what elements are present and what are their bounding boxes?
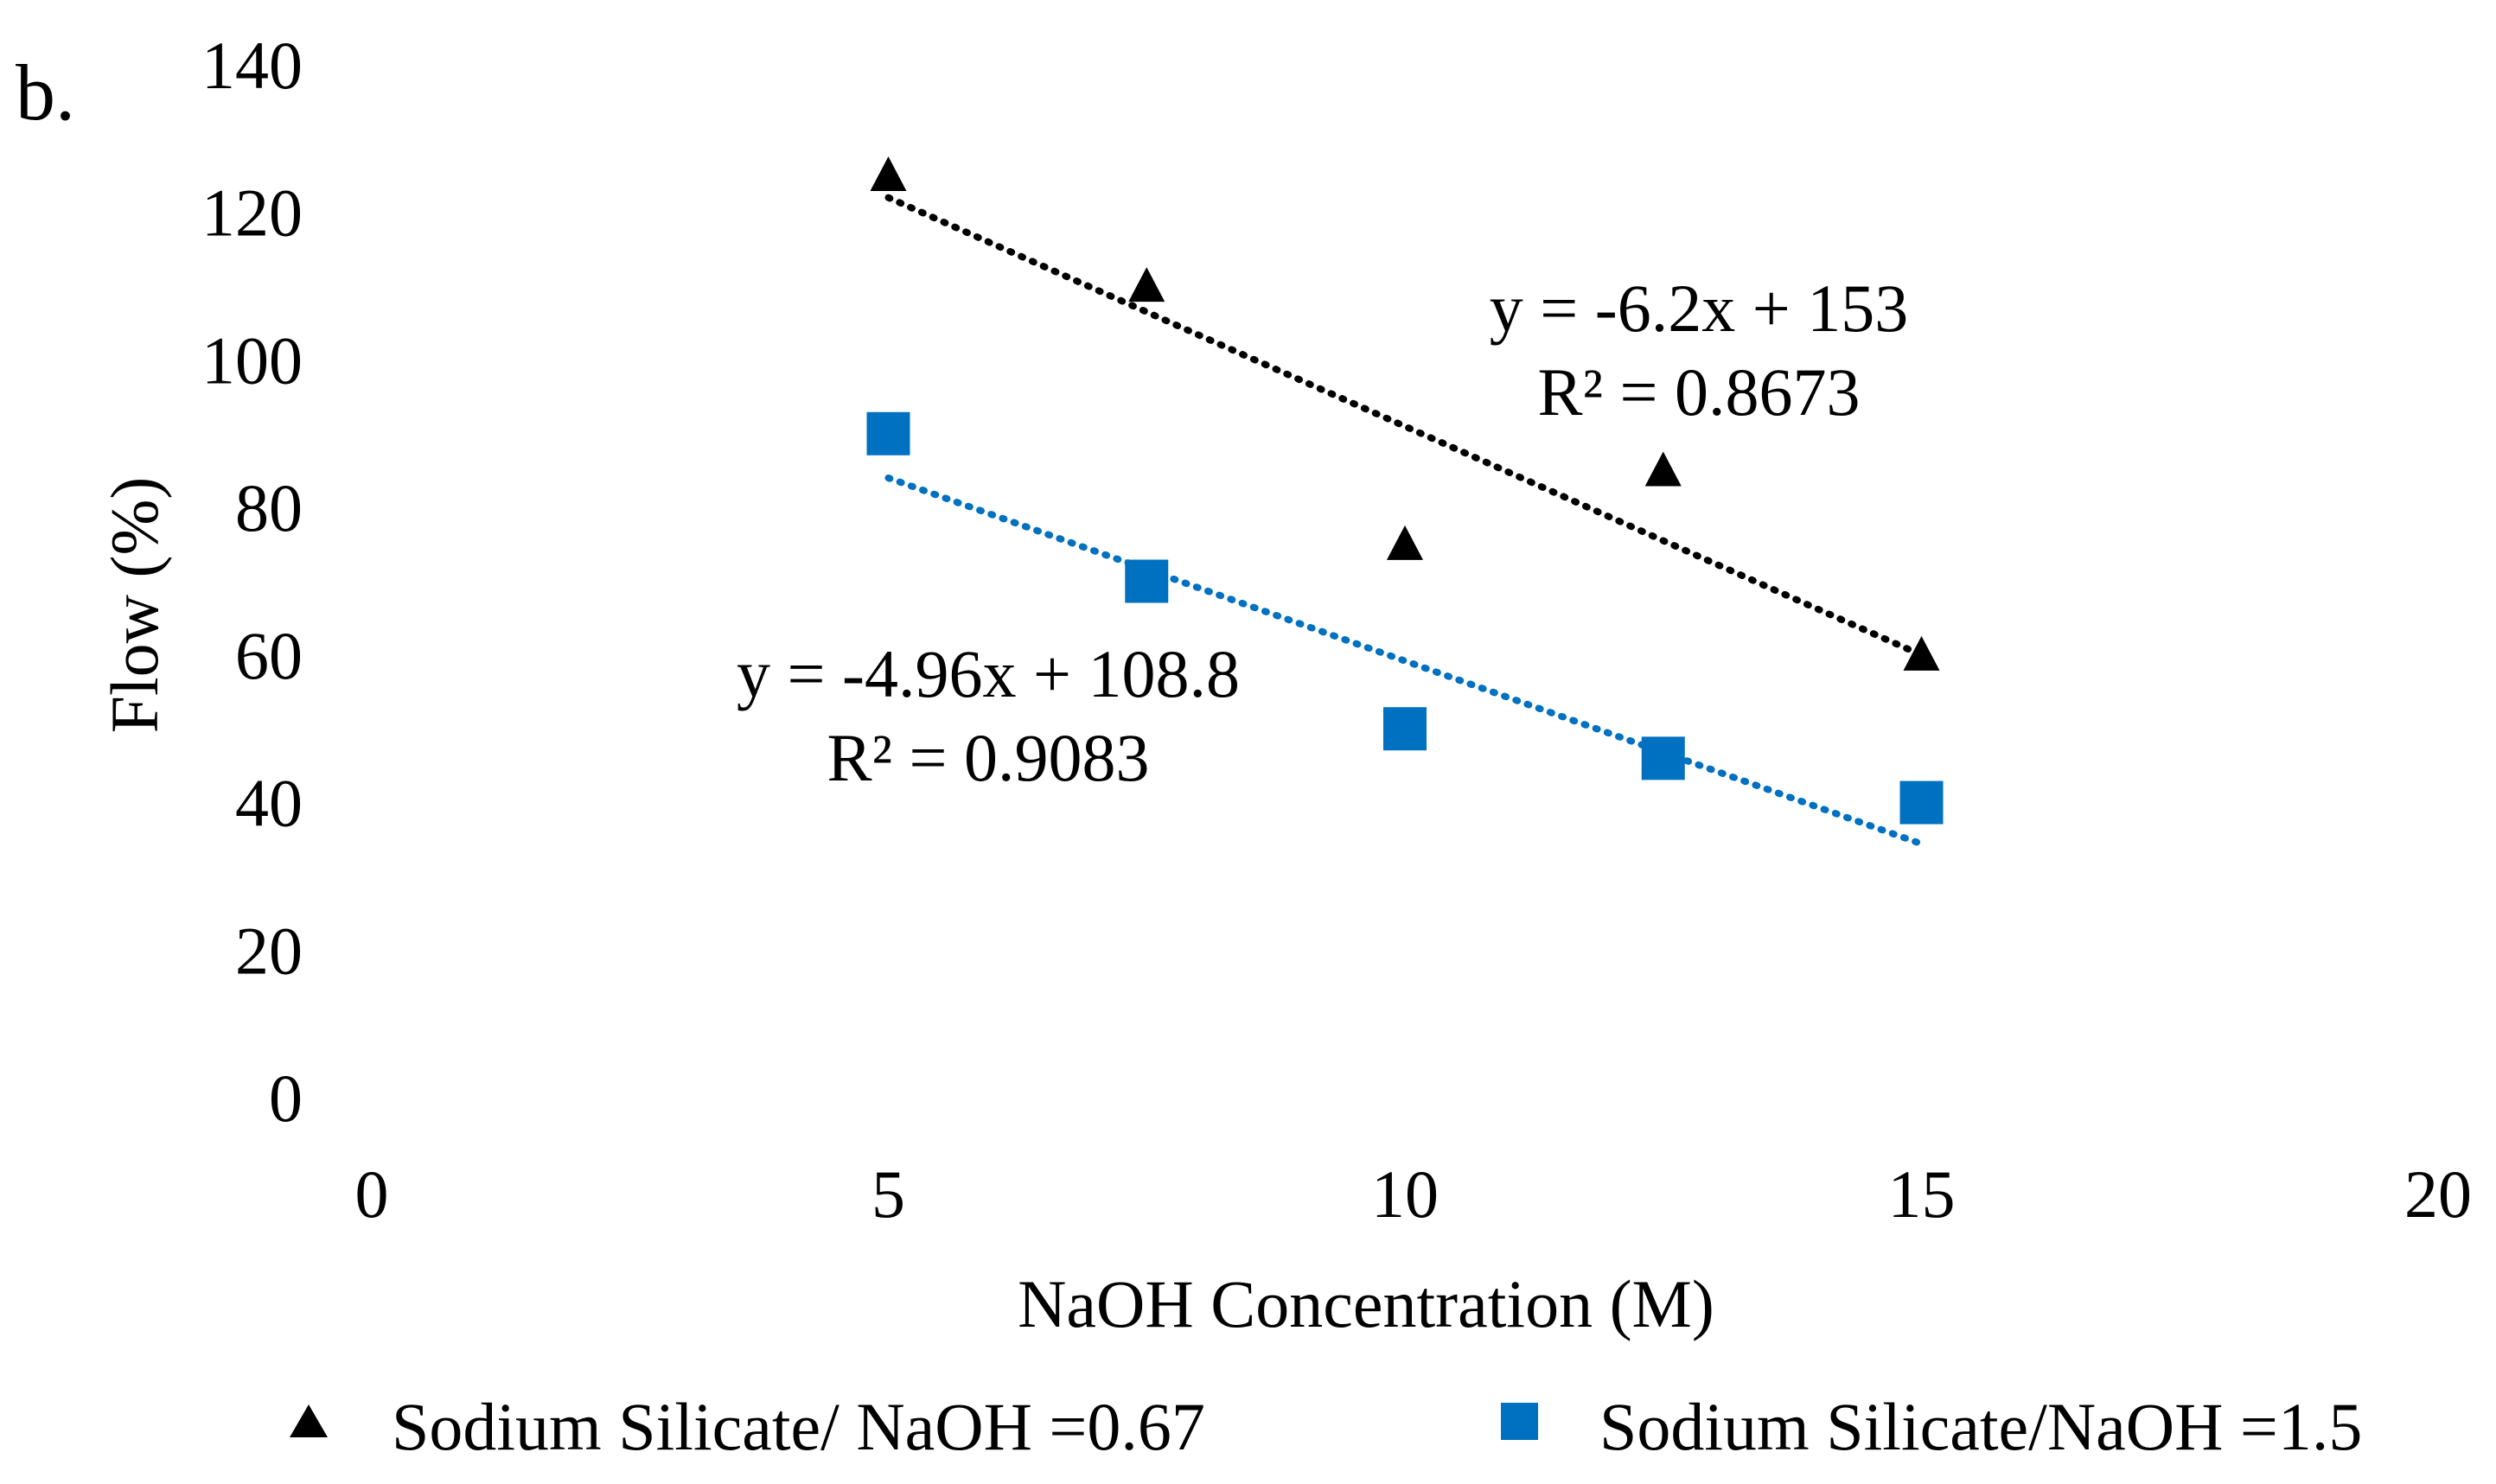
- x-axis-ticks: 0 5 10 15 20: [355, 1156, 2473, 1232]
- x-tick-label: 0: [355, 1156, 389, 1232]
- triangle-point: [870, 156, 907, 192]
- trendlines: [884, 194, 1925, 848]
- y-axis-label: Flow (%): [97, 477, 172, 734]
- y-tick-label: 140: [201, 28, 303, 103]
- x-tick-label: 5: [871, 1156, 905, 1232]
- square-point: [1899, 780, 1944, 825]
- y-tick-label: 80: [235, 470, 303, 545]
- series1-r2: R² = 0.8673: [1538, 354, 1861, 430]
- data-points: [866, 156, 1944, 825]
- x-axis-label: NaOH Concentration (M): [1018, 1266, 1714, 1341]
- triangle-point: [1387, 525, 1423, 560]
- legend-label-series1: Sodium Silicate/ NaOH =0.67: [392, 1389, 1205, 1464]
- y-tick-label: 40: [235, 766, 303, 841]
- x-tick-label: 10: [1371, 1156, 1439, 1232]
- series2-r2: R² = 0.9083: [827, 720, 1150, 795]
- x-tick-label: 15: [1888, 1156, 1956, 1232]
- y-tick-label: 0: [269, 1060, 303, 1136]
- trendline-series1: [884, 194, 1925, 659]
- y-tick-label: 100: [201, 322, 303, 398]
- series2-equation: y = -4.96x + 108.8: [737, 636, 1240, 711]
- series1-equation: y = -6.2x + 153: [1490, 271, 1908, 346]
- legend: Sodium Silicate/ NaOH =0.67 Sodium Silic…: [290, 1389, 2362, 1464]
- y-tick-label: 20: [235, 913, 303, 988]
- triangle-point: [1128, 267, 1165, 303]
- trendline-series2: [884, 474, 1925, 848]
- y-axis-ticks: 0 20 40 60 80 100 120 140: [201, 28, 303, 1136]
- panel-label: b.: [16, 48, 75, 137]
- square-point: [1641, 736, 1685, 780]
- y-tick-label: 60: [235, 618, 303, 693]
- legend-square-marker: [1501, 1403, 1538, 1440]
- y-tick-label: 120: [201, 175, 303, 251]
- legend-label-series2: Sodium Silicate/NaOH =1.5: [1599, 1389, 2362, 1464]
- triangle-point: [1644, 451, 1682, 487]
- square-point: [1125, 559, 1169, 603]
- triangle-point: [1903, 635, 1940, 671]
- legend-triangle-marker: [290, 1404, 328, 1437]
- square-point: [866, 411, 910, 455]
- square-point: [1383, 707, 1427, 751]
- x-tick-label: 20: [2404, 1156, 2472, 1232]
